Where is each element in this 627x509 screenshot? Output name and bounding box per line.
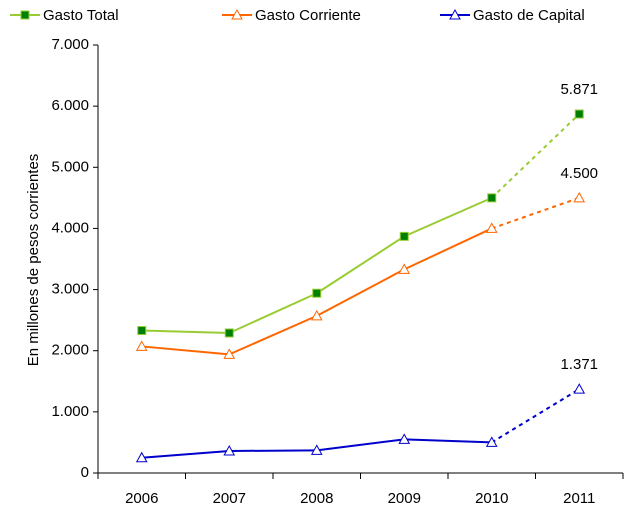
y-tick-label: 4.000 (51, 219, 89, 236)
line-segment (316, 438, 405, 452)
y-tick-label: 0 (81, 464, 89, 481)
x-tick-label: 2009 (388, 490, 421, 507)
line-segment (229, 449, 317, 452)
line-segment (141, 345, 230, 356)
point (398, 263, 411, 274)
legend-label: Gasto Corriente (255, 7, 361, 24)
line-segment (316, 268, 405, 317)
data-label: 4.500 (560, 165, 598, 182)
point (310, 309, 323, 321)
x-tick-label: 2011 (563, 490, 595, 507)
y-tick-label: 3.000 (51, 281, 89, 298)
legend-marker (20, 10, 30, 20)
line-segment (403, 227, 493, 271)
x-tick-label: 2008 (300, 490, 333, 507)
line-segment (141, 449, 230, 459)
y-tick-label: 1.000 (51, 403, 89, 420)
y-tick-label: 6.000 (51, 97, 89, 114)
legend-label: Gasto Total (43, 7, 119, 24)
point (135, 451, 148, 463)
point (573, 191, 586, 203)
point (487, 193, 497, 203)
line-segment (491, 196, 580, 230)
point (135, 340, 148, 351)
line-segment (316, 235, 405, 295)
data-label: 1.371 (560, 356, 598, 373)
line-segment (404, 438, 492, 444)
line-segment (491, 113, 580, 199)
point (223, 348, 236, 359)
point (398, 433, 411, 444)
point (312, 288, 322, 298)
point (223, 444, 236, 456)
line-segment (228, 314, 318, 356)
y-tick-label: 5.000 (51, 158, 89, 175)
y-axis-label: En millones de pesos corrientes (25, 154, 42, 367)
y-tick-label: 7.000 (51, 36, 89, 53)
line-segment (228, 292, 318, 334)
legend-label: Gasto de Capital (473, 7, 585, 24)
point (485, 222, 498, 233)
point (310, 444, 323, 455)
x-tick-label: 2006 (125, 490, 158, 507)
point (224, 328, 234, 338)
line-segment (403, 196, 493, 238)
line-segment (491, 388, 580, 444)
point (574, 109, 584, 119)
x-tick-label: 2010 (475, 490, 508, 507)
x-tick-label: 2007 (213, 490, 246, 507)
point (485, 436, 498, 447)
legend-marker (231, 8, 243, 20)
y-tick-label: 2.000 (51, 342, 89, 359)
line-segment (141, 329, 230, 334)
legend-marker (449, 8, 461, 20)
point (137, 326, 147, 336)
point (399, 231, 409, 241)
point (573, 383, 586, 394)
data-label: 5.871 (560, 81, 598, 98)
